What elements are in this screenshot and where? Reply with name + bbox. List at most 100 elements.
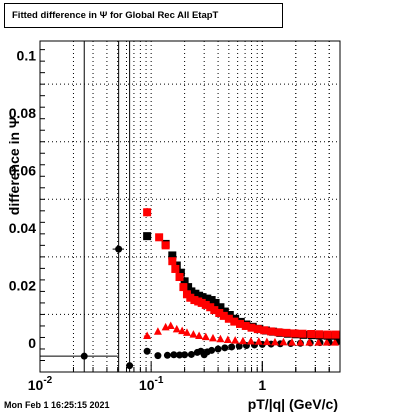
triangle-marker [153,327,162,335]
circle-marker [181,351,189,359]
series-0 [40,41,341,372]
data-point [230,317,239,326]
chart-title: Fitted difference in Ψ for Global Rec Al… [4,3,283,28]
data-point [189,330,198,338]
data-point [161,241,170,250]
square-marker [187,287,196,296]
data-point [143,232,152,241]
data-point [314,338,323,346]
data-point [221,344,229,352]
y-axis-label: difference in Ψ [6,116,22,216]
data-point [260,326,269,335]
square-marker [282,328,291,337]
data-point [274,328,283,337]
data-point [330,338,339,346]
triangle-marker [201,332,210,341]
data-point [143,207,152,217]
data-point [216,303,225,312]
data-point [143,331,152,340]
triangle-marker [195,331,204,340]
circle-marker [221,344,229,352]
data-point [168,251,177,260]
circle-marker [214,345,222,353]
data-point [331,330,340,339]
square-marker [143,232,152,241]
data-point [247,323,256,332]
data-point [155,233,164,242]
triangle-marker [238,336,247,345]
x-axis-label: pT/|q| (GeV/c) [247,396,338,412]
square-marker [220,307,229,316]
y-tick-label: 0.08 [9,105,36,121]
data-point [322,338,331,346]
square-marker [260,326,269,335]
data-point [231,336,240,344]
circle-marker [228,343,236,351]
square-marker [168,251,177,260]
data-point [40,41,118,372]
data-point [178,326,187,335]
y-tick-label: 0.06 [9,163,36,179]
circle-marker [143,347,151,355]
triangle-marker [231,336,240,344]
data-point [270,337,279,346]
data-point [282,328,291,337]
y-tick-label: 0 [28,335,36,351]
data-point [166,321,175,329]
square-marker [161,241,170,250]
square-marker [331,330,340,339]
square-marker [323,330,332,339]
series-1 [143,321,339,346]
square-marker [267,327,276,336]
triangle-marker [305,338,314,346]
triangle-marker [189,330,198,338]
triangle-marker [246,336,255,345]
circle-marker [80,352,88,360]
y-tick-label: 0.02 [9,278,36,294]
square-marker [143,208,152,217]
data-point [253,325,262,334]
square-marker [215,308,224,317]
data-point [195,331,204,340]
triangle-marker [254,337,263,345]
triangle-marker [143,331,152,340]
data-point [170,351,178,359]
triangle-marker [166,321,175,329]
data-point [153,327,162,335]
triangle-marker [182,328,191,336]
data-point [214,345,222,353]
triangle-marker [288,338,297,346]
square-marker [198,293,207,302]
y-tick-label: 0.1 [17,47,37,63]
square-marker [307,330,316,339]
data-point [154,352,162,360]
square-marker [179,283,188,292]
square-marker [253,325,262,334]
circle-marker [235,342,243,350]
data-point [180,277,189,286]
square-marker [186,293,195,302]
data-point [262,337,271,346]
data-point [168,257,177,266]
data-point [171,264,180,273]
circle-marker [163,351,171,359]
data-point [208,333,217,342]
square-marker [247,323,256,332]
data-point [179,283,188,292]
triangle-marker [279,337,288,346]
circle-marker [126,362,134,370]
square-marker [176,268,185,277]
data-point [187,350,195,358]
data-point [228,343,236,351]
square-marker [168,257,177,266]
square-marker [201,300,210,309]
data-point [246,336,255,345]
triangle-marker [330,338,339,346]
data-point [305,338,314,346]
x-tick-label: 10-1 [139,375,164,393]
data-point [223,335,232,344]
data-point [175,273,184,282]
circle-marker [154,352,162,360]
square-marker [219,311,228,320]
